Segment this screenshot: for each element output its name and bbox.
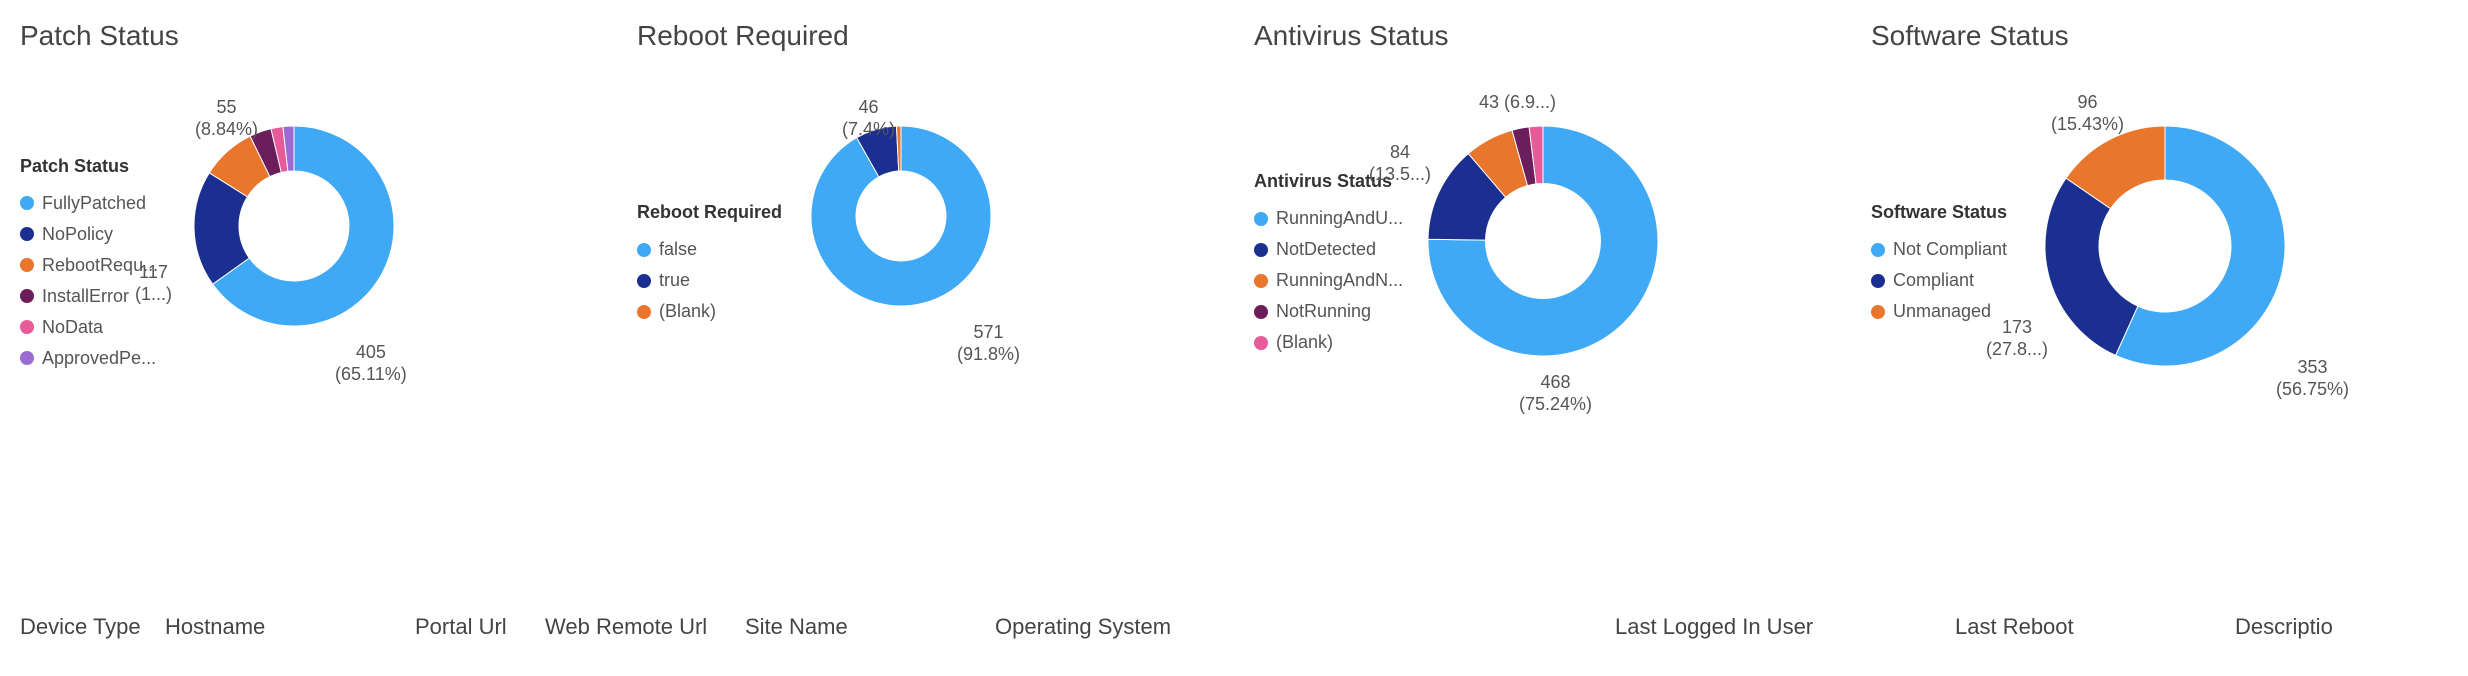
chart-wrap: 468(75.24%)84(13.5...)43 (6.9...) [1404,112,1831,412]
legend-item[interactable]: (Blank) [1254,332,1404,353]
donut-chart[interactable] [807,122,1003,318]
column-header[interactable]: Web Remote Url [545,614,745,640]
legend-item[interactable]: NotRunning [1254,301,1404,322]
legend-label: FullyPatched [42,193,146,214]
legend-swatch [1254,336,1268,350]
legend-item[interactable]: NotDetected [1254,239,1404,260]
legend-label: NotRunning [1276,301,1371,322]
chart-callout: 117(1...) [135,262,172,305]
legend-label: InstallError [42,286,129,307]
legend-title: Reboot Required [637,202,787,223]
legend-item[interactable]: false [637,239,787,260]
legend-swatch [1254,305,1268,319]
panel-body: Reboot Required false true (Blank) 571(91.8%… [637,112,1214,412]
chart-callout: 43 (6.9...) [1479,92,1556,114]
chart-callout: 96(15.43%) [2051,92,2124,135]
panel-title: Antivirus Status [1254,20,1831,52]
column-header[interactable]: Last Reboot [1955,614,2235,640]
dashboard-row: Patch Status Patch Status FullyPatched NoPo… [0,0,2468,412]
legend-swatch [637,305,651,319]
legend-item[interactable]: ApprovedPe... [20,348,170,369]
legend-label: Not Compliant [1893,239,2007,260]
legend-label: NoPolicy [42,224,113,245]
legend-item[interactable]: RunningAndU... [1254,208,1404,229]
column-header[interactable]: Portal Url [415,614,545,640]
legend-item[interactable]: RunningAndN... [1254,270,1404,291]
column-header[interactable]: Descriptio [2235,614,2365,640]
chart-callout: 84(13.5...) [1369,142,1431,185]
legend-swatch [1254,243,1268,257]
chart-callout: 571(91.8%) [957,322,1020,365]
legend-label: RunningAndU... [1276,208,1403,229]
legend-item[interactable]: true [637,270,787,291]
legend-item[interactable]: Compliant [1871,270,2021,291]
legend-swatch [637,274,651,288]
legend-label: Unmanaged [1893,301,1991,322]
panel-body: Antivirus StatusRunningAndU...NotDetecte… [1254,112,1831,412]
chart-wrap: 571(91.8%)46(7.4%) [787,112,1214,412]
panel-title: Patch Status [20,20,597,52]
legend-label: ApprovedPe... [42,348,156,369]
column-header[interactable]: Last Logged In User [1615,614,1955,640]
legend-label: NotDetected [1276,239,1376,260]
legend-swatch [1871,305,1885,319]
legend-swatch [1254,212,1268,226]
chart-callout: 405(65.11%) [335,342,407,385]
panel-title: Software Status [1871,20,2448,52]
legend-item[interactable]: NoData [20,317,170,338]
legend-item[interactable]: FullyPatched [20,193,170,214]
chart-callout: 46(7.4%) [842,97,895,140]
legend-item[interactable]: NoPolicy [20,224,170,245]
donut-chart[interactable] [1424,122,1670,368]
legend-swatch [20,227,34,241]
panel-title: Reboot Required [637,20,1214,52]
legend-item[interactable]: (Blank) [637,301,787,322]
chart-callout: 55(8.84%) [195,97,258,140]
legend-label: (Blank) [659,301,716,322]
legend-item[interactable]: Not Compliant [1871,239,2021,260]
legend-title: Software Status [1871,202,2021,223]
column-header[interactable]: Device Type [20,614,165,640]
panel-body: Patch StatusFullyPatchedNoPolicyRebootRe… [20,112,597,412]
column-header[interactable]: Operating System [995,614,1615,640]
chart-callout: 468(75.24%) [1519,372,1592,415]
chart-panel: Reboot Required Reboot Required false true (… [637,20,1214,412]
chart-panel: Software Status Software Status Not Compli… [1871,20,2448,412]
legend: Software Status Not Compliant Compliant Unm… [1871,202,2021,322]
legend-swatch [1871,274,1885,288]
donut-slice[interactable] [2045,178,2138,355]
column-header[interactable]: Site Name [745,614,995,640]
legend-swatch [20,289,34,303]
legend: Reboot Required false true (Blank) [637,202,787,322]
legend-swatch [20,258,34,272]
chart-wrap: 405(65.11%)117(1...)55(8.84%) [170,112,597,412]
legend-label: RunningAndN... [1276,270,1403,291]
legend-swatch [20,320,34,334]
legend-swatch [20,196,34,210]
legend-label: (Blank) [1276,332,1333,353]
chart-wrap: 353(56.75%)173(27.8...)96(15.43%) [2021,112,2448,412]
panel-body: Software Status Not Compliant Compliant Unm… [1871,112,2448,412]
legend-swatch [1871,243,1885,257]
table-header-row: Device TypeHostnamePortal UrlWeb Remote … [0,614,2468,640]
legend-label: Compliant [1893,270,1974,291]
legend-swatch [1254,274,1268,288]
column-header[interactable]: Hostname [165,614,415,640]
chart-panel: Patch Status Patch Status FullyPatched NoPo… [20,20,597,412]
legend-title: Patch Status [20,156,170,177]
legend-swatch [637,243,651,257]
legend: Antivirus StatusRunningAndU...NotDetecte… [1254,171,1404,353]
chart-callout: 353(56.75%) [2276,357,2349,400]
legend-swatch [20,351,34,365]
donut-chart[interactable] [190,122,406,338]
legend-label: false [659,239,697,260]
chart-callout: 173(27.8...) [1986,317,2048,360]
chart-panel: Antivirus Status Antivirus StatusRunningA… [1254,20,1831,412]
legend-label: NoData [42,317,103,338]
donut-chart[interactable] [2041,122,2297,378]
legend-label: true [659,270,690,291]
